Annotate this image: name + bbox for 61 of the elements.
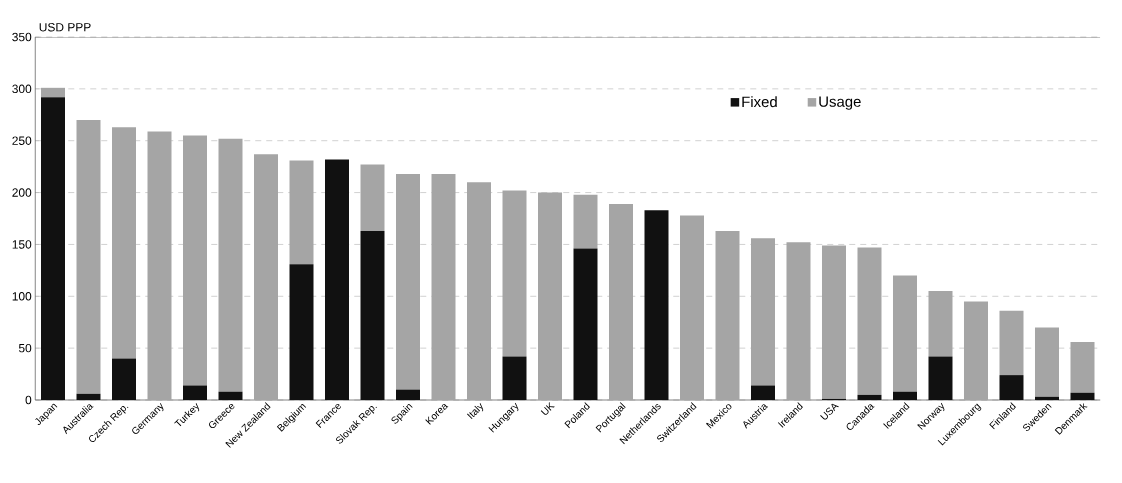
- x-tick-label: Italy: [466, 403, 484, 420]
- bar: [41, 87, 65, 98]
- y-tick-label: 200: [12, 188, 32, 197]
- bar: [218, 138, 243, 392]
- bar: [999, 310, 1024, 376]
- bar: [1070, 392, 1095, 400]
- bar: [183, 385, 207, 400]
- bar: [715, 230, 740, 400]
- y-tick-label: 300: [12, 84, 32, 94]
- bar: [786, 242, 811, 400]
- bar: [147, 131, 172, 400]
- legend-label: Usage: [819, 96, 861, 110]
- bar: [112, 127, 136, 359]
- bar: [644, 210, 669, 400]
- legend-label: Fixed: [742, 96, 777, 108]
- bar: [1070, 341, 1095, 393]
- bar: [360, 230, 385, 400]
- bar: [396, 173, 420, 390]
- bar: [218, 391, 243, 400]
- bar: [1034, 396, 1059, 400]
- bar: [928, 291, 953, 357]
- bar: [289, 160, 314, 265]
- bar: [892, 275, 917, 392]
- bar: [41, 97, 65, 400]
- bar: [396, 389, 420, 400]
- bar: [325, 159, 349, 400]
- bar: [857, 247, 882, 395]
- bar: [502, 356, 527, 400]
- bar: [76, 393, 101, 400]
- bar: [538, 192, 562, 400]
- bar: [254, 154, 278, 400]
- bar: [502, 190, 527, 357]
- x-tick-label: UK: [540, 402, 555, 415]
- bar: [183, 135, 207, 386]
- bar: [76, 119, 101, 394]
- y-tick-label: 100: [12, 292, 32, 301]
- bar: [750, 385, 775, 400]
- bar: [999, 375, 1024, 400]
- bar: [609, 203, 633, 400]
- bar: [360, 164, 385, 231]
- bar: [750, 238, 775, 386]
- bar: [573, 194, 598, 249]
- bar: [467, 182, 491, 400]
- y-tick-label: 50: [18, 343, 32, 353]
- y-tick-label: 0: [25, 395, 32, 405]
- bar: [963, 301, 988, 400]
- bar: [928, 356, 953, 400]
- bar: [680, 215, 704, 400]
- y-tick-label: 150: [12, 240, 32, 249]
- y-tick-label: 350: [12, 32, 32, 42]
- bar: [431, 173, 456, 400]
- bar: [1034, 327, 1059, 397]
- bar: [573, 248, 598, 400]
- bar: [857, 394, 882, 400]
- bar: [892, 391, 917, 400]
- y-tick-label: 250: [12, 136, 32, 145]
- y-axis-title: USD PPP: [39, 23, 91, 32]
- bar: [821, 245, 846, 399]
- x-tick-label: USA: [820, 403, 839, 420]
- bar: [112, 358, 136, 400]
- bar: [289, 264, 314, 400]
